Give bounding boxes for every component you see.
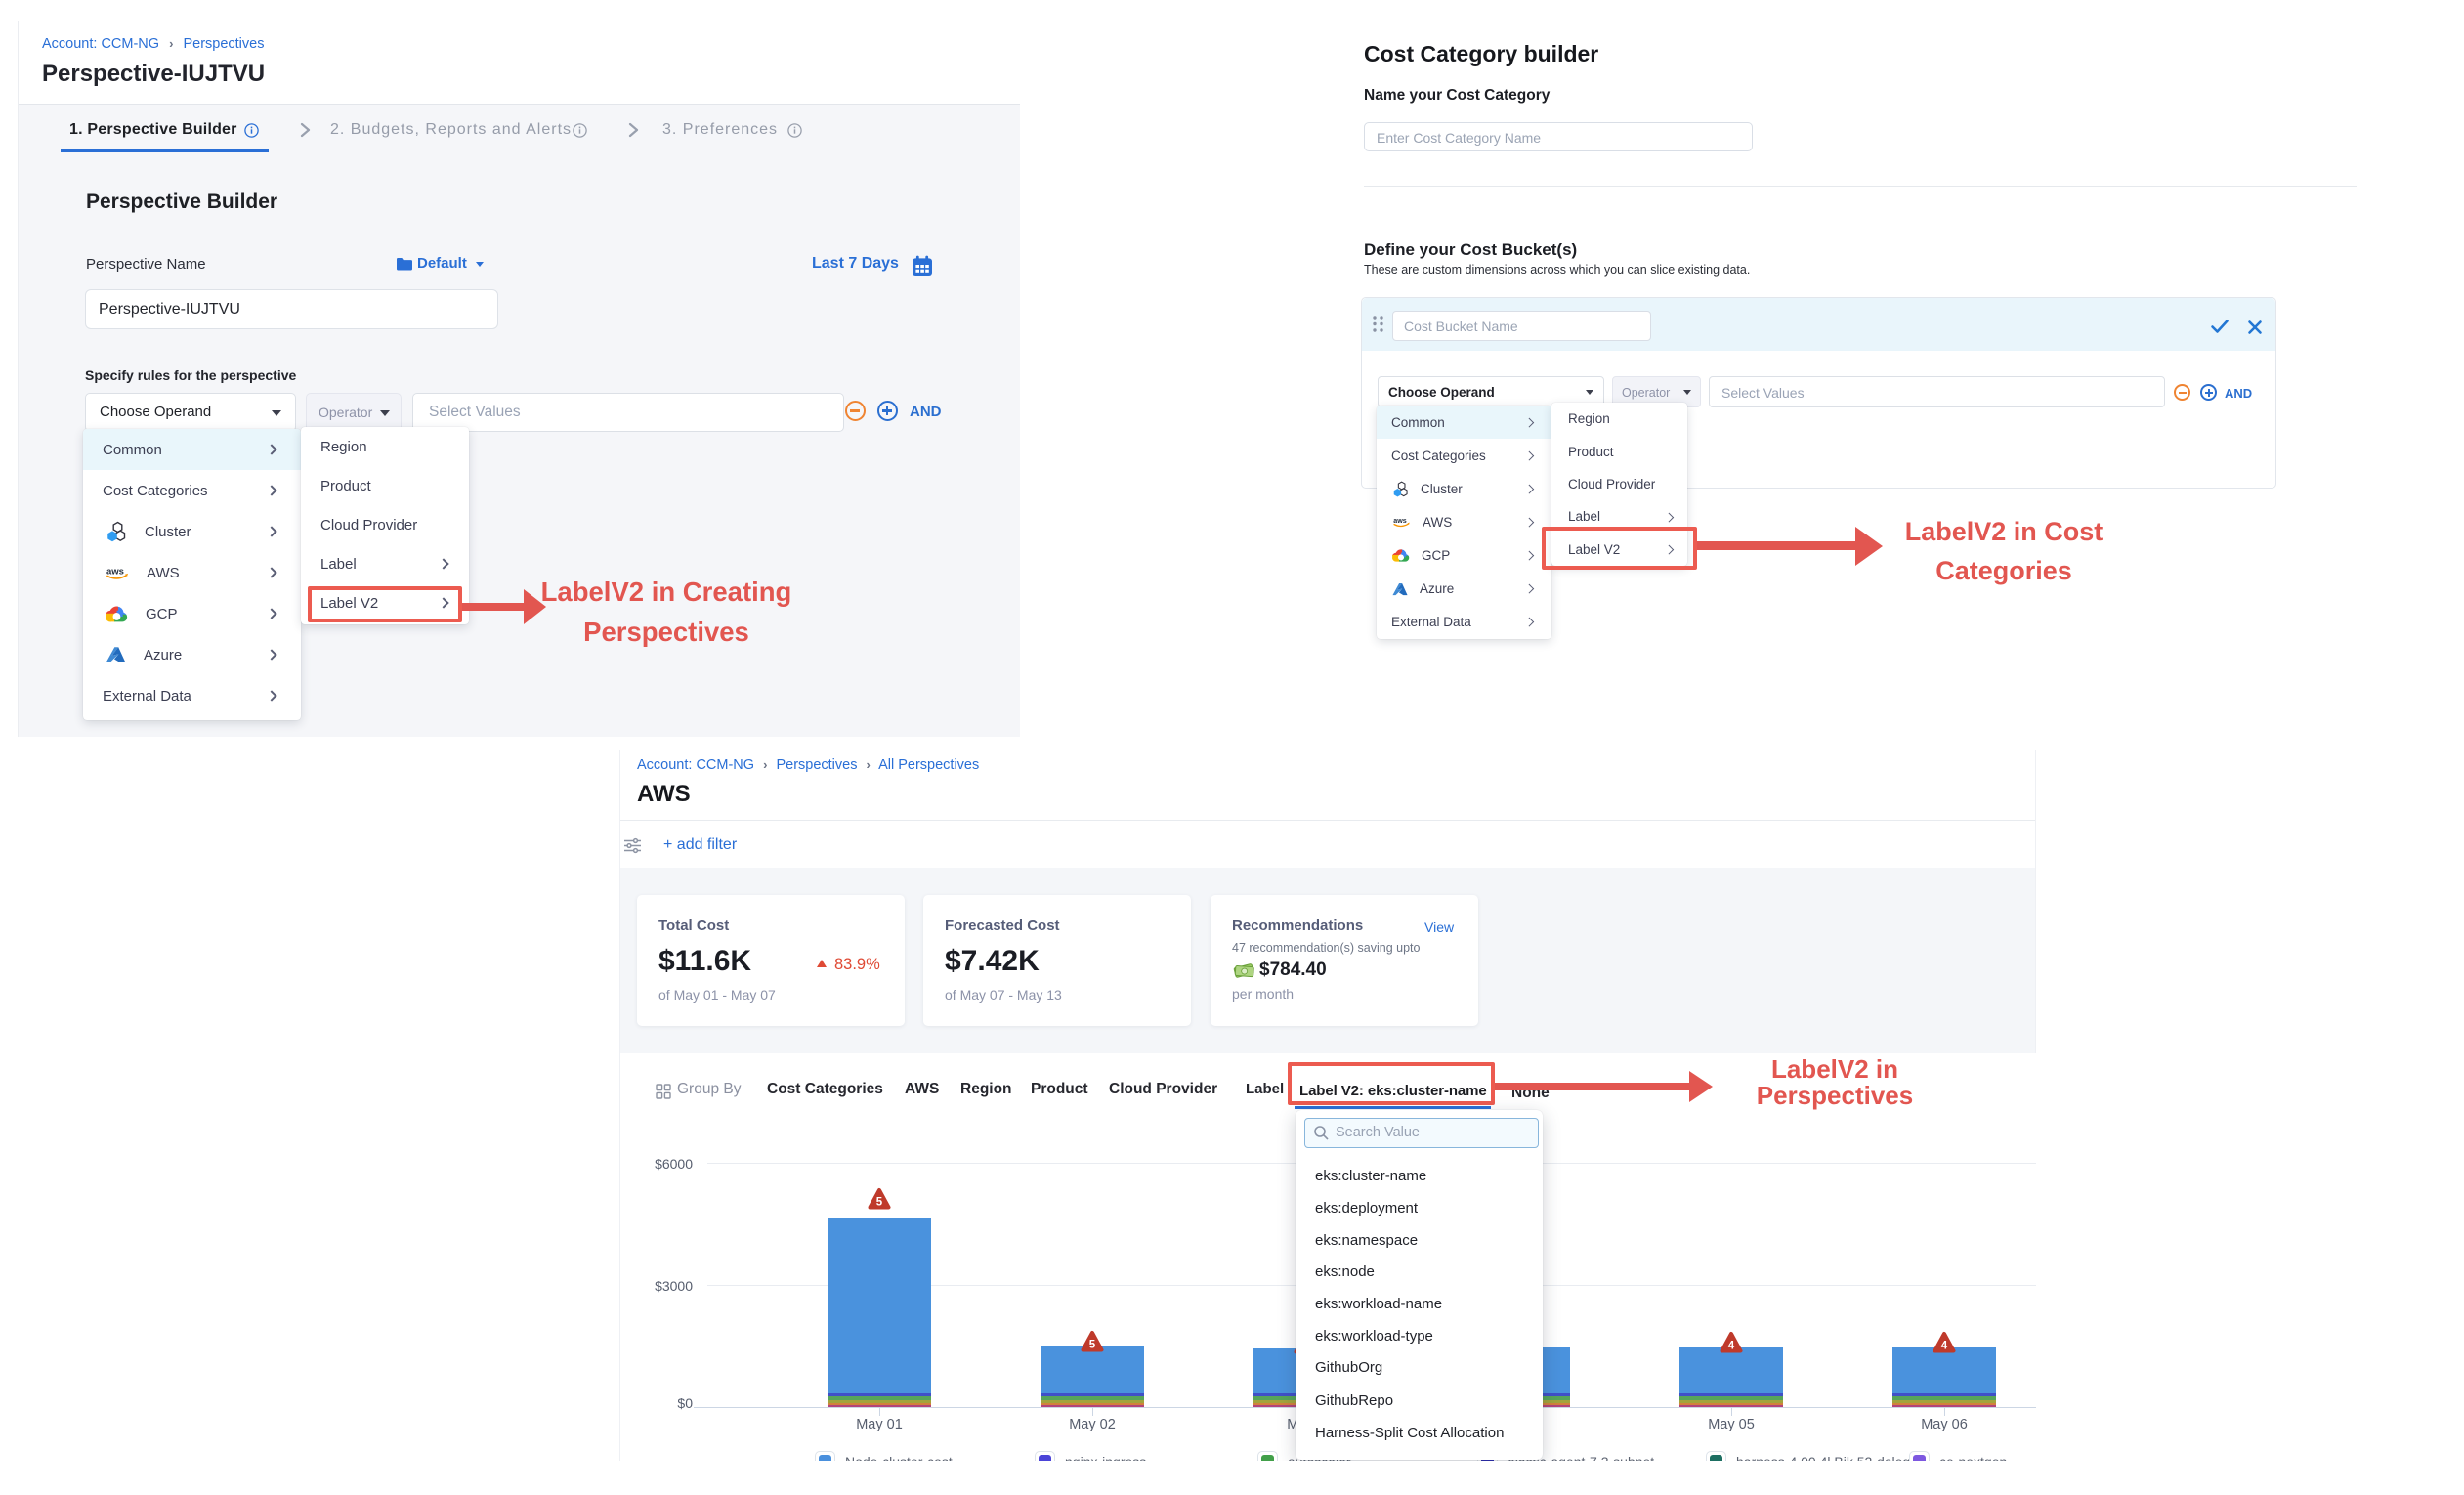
svg-text:5: 5 <box>1089 1340 1096 1351</box>
svg-text:4: 4 <box>1728 1341 1735 1352</box>
svg-text:4: 4 <box>1941 1341 1948 1352</box>
svg-text:aws: aws <box>106 567 124 577</box>
svg-text:5: 5 <box>876 1197 883 1209</box>
svg-text:aws: aws <box>1393 517 1406 525</box>
